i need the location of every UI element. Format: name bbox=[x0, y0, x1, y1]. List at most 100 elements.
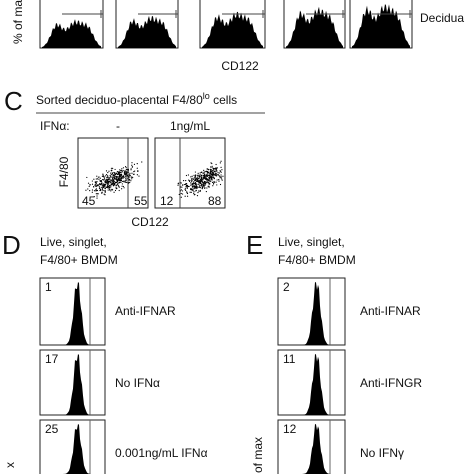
dot bbox=[122, 169, 124, 172]
dot bbox=[132, 176, 134, 179]
dot bbox=[216, 166, 218, 169]
dot bbox=[95, 178, 97, 180]
dot bbox=[215, 170, 217, 173]
row-value: 17 bbox=[45, 352, 59, 366]
dot bbox=[201, 178, 203, 180]
dot bbox=[124, 165, 127, 168]
dot bbox=[117, 182, 119, 185]
dot bbox=[98, 186, 100, 188]
dot bbox=[115, 185, 117, 187]
dot bbox=[112, 177, 114, 179]
row-label: No IFNγ bbox=[360, 446, 404, 460]
dot bbox=[114, 175, 116, 178]
dot bbox=[192, 189, 194, 192]
dot bbox=[205, 190, 207, 193]
dot bbox=[118, 172, 120, 174]
dot bbox=[113, 176, 115, 178]
dot bbox=[219, 177, 221, 179]
dot bbox=[197, 172, 199, 174]
dot bbox=[210, 175, 212, 177]
dot bbox=[111, 183, 113, 186]
dot bbox=[194, 171, 196, 173]
dot bbox=[113, 184, 115, 186]
row-label: Anti-IFNAR bbox=[360, 304, 421, 318]
dot bbox=[89, 190, 91, 192]
dot bbox=[191, 189, 193, 191]
dot bbox=[118, 189, 120, 192]
dot bbox=[207, 174, 210, 176]
dot bbox=[212, 169, 214, 172]
dot bbox=[113, 174, 115, 176]
dot bbox=[222, 175, 224, 177]
dot bbox=[201, 176, 203, 179]
dot bbox=[209, 172, 211, 174]
dot bbox=[210, 180, 212, 183]
dot bbox=[178, 193, 180, 196]
dot bbox=[219, 170, 221, 172]
dot bbox=[211, 174, 213, 177]
dot bbox=[210, 169, 213, 171]
dot bbox=[113, 179, 115, 181]
dot bbox=[104, 194, 106, 196]
dot bbox=[116, 176, 118, 178]
dot bbox=[216, 174, 218, 176]
dot bbox=[125, 173, 127, 176]
dot bbox=[110, 169, 112, 171]
dot bbox=[121, 177, 124, 179]
dot bbox=[111, 188, 113, 190]
dot bbox=[126, 172, 128, 174]
histogram bbox=[280, 354, 343, 415]
dot bbox=[194, 193, 196, 196]
dot bbox=[205, 182, 207, 184]
y-label: F4/80 bbox=[57, 156, 71, 187]
dot bbox=[97, 193, 99, 195]
dot bbox=[180, 196, 182, 198]
dot bbox=[96, 181, 98, 183]
dot bbox=[195, 177, 197, 180]
dot bbox=[109, 177, 111, 179]
dot bbox=[112, 167, 114, 169]
box bbox=[39, 419, 106, 474]
dot bbox=[191, 186, 193, 188]
dot bbox=[207, 185, 209, 187]
dot bbox=[209, 180, 211, 182]
dot bbox=[120, 178, 122, 180]
row-label: No IFNα bbox=[115, 376, 160, 390]
dot bbox=[219, 162, 221, 164]
dot bbox=[87, 188, 89, 190]
histogram bbox=[42, 354, 103, 415]
dot bbox=[121, 183, 123, 185]
dot bbox=[189, 182, 192, 184]
dot bbox=[120, 173, 122, 176]
y-label: % of ma bbox=[11, 0, 25, 44]
dot bbox=[206, 180, 208, 182]
dot bbox=[118, 174, 121, 176]
dot bbox=[110, 186, 112, 188]
dot bbox=[211, 165, 213, 167]
dot bbox=[199, 172, 201, 174]
dot bbox=[210, 177, 212, 179]
dot bbox=[121, 168, 123, 170]
dot bbox=[95, 188, 97, 190]
dot bbox=[121, 185, 123, 187]
dot bbox=[102, 186, 104, 188]
histogram bbox=[42, 19, 101, 48]
dot bbox=[111, 176, 113, 178]
dot bbox=[113, 180, 115, 183]
dot bbox=[198, 177, 200, 180]
dot bbox=[101, 184, 103, 186]
dot bbox=[191, 183, 193, 185]
dot bbox=[205, 183, 207, 185]
dot bbox=[190, 176, 192, 178]
dot bbox=[95, 193, 97, 195]
dot bbox=[186, 182, 188, 185]
dot bbox=[199, 187, 201, 189]
dot bbox=[210, 178, 212, 180]
dot bbox=[185, 174, 188, 177]
dot bbox=[194, 186, 196, 188]
dot bbox=[124, 181, 127, 183]
dot bbox=[103, 185, 105, 187]
dot bbox=[204, 184, 206, 186]
dot bbox=[131, 172, 133, 174]
gate-label: Live, singlet, bbox=[40, 235, 107, 249]
